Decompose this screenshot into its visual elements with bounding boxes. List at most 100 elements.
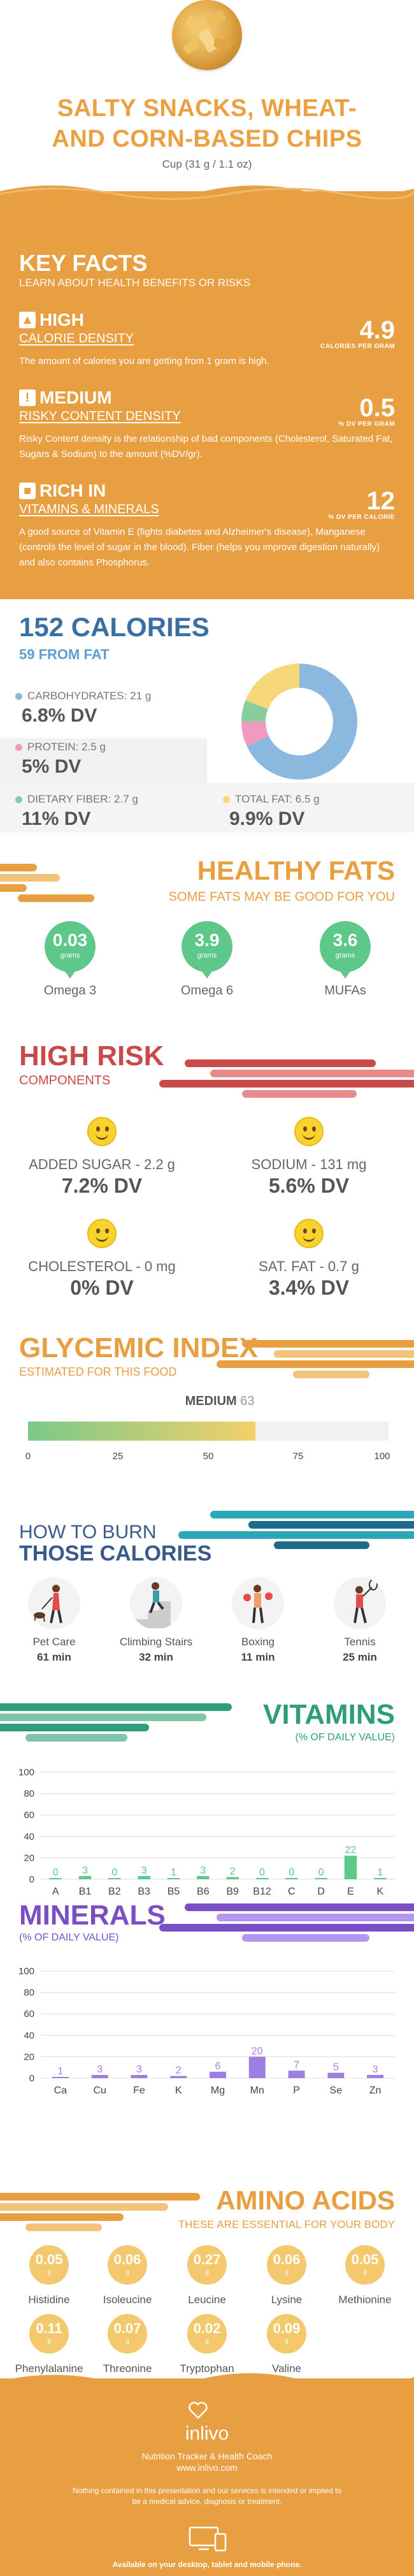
fat-omega-6: 3.9 grams Omega 6 (169, 921, 245, 998)
decor-stripe (217, 1360, 414, 1368)
y-tick-label: 0 (29, 2073, 34, 2084)
footer: inlivo Nutrition Tracker & Health Coach … (0, 2373, 414, 2576)
data-label: 7 (294, 2060, 299, 2070)
footer-disclaimer: Nothing contained in this presentation a… (72, 2486, 342, 2506)
activity-tennis: Tennis 25 min (318, 1577, 401, 1664)
x-tick-label: B6 (197, 1886, 210, 1897)
x-tick-label: A (52, 1886, 59, 1897)
healthy-fats-subtitle: SOME FATS MAY BE GOOD FOR YOU (168, 890, 395, 904)
risk-sodium: SODIUM - 131 mg 5.6% DV (213, 1117, 404, 1198)
y-tick-label: 100 (18, 1966, 34, 1977)
x-tick-label: Ca (54, 2085, 68, 2096)
protein-band (0, 738, 207, 783)
data-label: 0 (53, 1867, 59, 1878)
x-tick-label: K (175, 2085, 182, 2096)
y-tick-label: 20 (24, 1852, 34, 1863)
pet-care-icon (28, 1577, 80, 1629)
x-tick-label: B2 (108, 1886, 121, 1897)
decor-stripe (0, 2213, 124, 2221)
bar (285, 1878, 298, 1879)
activity-climbing-stairs: Climbing Stairs 32 min (115, 1577, 197, 1664)
decor-stripe (18, 894, 94, 902)
bar (210, 2071, 226, 2078)
decor-stripe (178, 1531, 414, 1539)
glycemic-tick: 0 (25, 1451, 31, 1462)
bar (167, 1878, 180, 1879)
key-facts-subtitle: LEARN ABOUT HEALTH BENEFITS OR RISKS (19, 277, 251, 289)
healthy-fats-title: HEALTHY FATS (197, 855, 395, 885)
key-fact-risky-content: ! MEDIUM RISKY CONTENT DENSITY Risky Cont… (19, 388, 395, 462)
smile-icon (87, 1117, 117, 1146)
data-label: 6 (215, 2061, 221, 2072)
x-tick-label: P (293, 2085, 300, 2096)
key-fact-label: CALORIE DENSITY (19, 331, 134, 346)
high-risk-title: HIGH RISK (19, 1040, 164, 1072)
key-fact-calorie-density: ▲ HIGH CALORIE DENSITY The amount of calo… (19, 310, 395, 369)
bar (367, 2074, 384, 2078)
data-label: 3 (97, 2064, 103, 2075)
key-facts-section: KEY FACTS LEARN ABOUT HEALTH BENEFITS OR… (0, 186, 414, 599)
x-tick-label: Mg (211, 2085, 225, 2096)
nutrient-total-fat: TOTAL FAT: 6.5 g 9.9% DV (223, 793, 320, 830)
amino-acids-title: AMINO ACIDS (216, 2185, 395, 2215)
amino-lysine: 0.06 g Lysine (248, 2245, 325, 2306)
decor-stripe (0, 884, 27, 892)
warning-icon: ! (19, 389, 36, 406)
legend-dot (15, 692, 22, 700)
amino-histidine: 0.05 g Histidine (11, 2245, 87, 2306)
data-label: 1 (377, 1867, 383, 1878)
data-label: 3 (82, 1865, 88, 1876)
decor-stripe (25, 1734, 127, 1742)
amino-tryptophan: 0.02 g Tryptophan (169, 2314, 245, 2375)
data-label: 3 (200, 1865, 206, 1876)
x-tick-label: K (376, 1886, 383, 1897)
bar (374, 1878, 387, 1879)
tennis-icon (334, 1577, 386, 1629)
data-label: 0 (259, 1867, 265, 1878)
snack-photo (172, 0, 242, 70)
y-tick-label: 40 (24, 2030, 34, 2041)
nutrient-carbohydrates: CARBOHYDRATES: 21 g 6.8% DV (15, 690, 151, 727)
risk-sat-fat: SAT. FAT - 0.7 g 3.4% DV (213, 1219, 404, 1300)
data-label: 1 (171, 1867, 176, 1878)
glycemic-subtitle: ESTIMATED FOR THIS FOOD (19, 1365, 177, 1378)
key-fact-label: VITAMINS & MINERALS (19, 502, 159, 516)
bar (197, 1875, 210, 1879)
decor-stripe (210, 1070, 414, 1077)
decor-stripe (242, 1090, 357, 1098)
x-tick-label: B5 (168, 1886, 180, 1897)
data-label: 3 (373, 2064, 378, 2075)
x-tick-label: C (288, 1886, 296, 1897)
decor-stripe (248, 1521, 414, 1529)
footer-url[interactable]: www.inlivo.com (176, 2463, 238, 2473)
key-fact-level: HIGH (39, 310, 84, 330)
y-tick-label: 80 (24, 1789, 34, 1800)
data-label: 22 (345, 1845, 357, 1856)
legend-dot (15, 743, 22, 751)
bar (344, 1856, 357, 1879)
activity-pet-care: Pet Care 61 min (13, 1577, 96, 1664)
vitamins-title: VITAMINS (263, 1699, 395, 1730)
bar (131, 2074, 148, 2078)
decor-stripe (0, 874, 60, 882)
activity-boxing: Boxing 11 min (217, 1577, 299, 1664)
key-fact-description: The amount of calories you are getting f… (19, 356, 269, 367)
legend-dot (15, 796, 22, 803)
bar (138, 1875, 150, 1879)
burn-title-strong: THOSE CALORIES (19, 1541, 212, 1566)
stairs-icon (130, 1577, 182, 1629)
minerals-subtitle: (% OF DAILY VALUE) (19, 1932, 119, 1943)
decor-stripe (185, 1903, 414, 1911)
data-label: 0 (111, 1867, 117, 1878)
risk-added-sugar: ADDED SUGAR - 2.2 g 7.2% DV (6, 1117, 197, 1198)
data-label: 5 (333, 2062, 339, 2073)
decor-stripe (159, 1924, 414, 1932)
x-tick-label: Se (330, 2085, 343, 2096)
risk-cholesterol: CHOLESTEROL - 0 mg 0% DV (6, 1219, 197, 1300)
data-label: 1 (57, 2066, 63, 2077)
donut-slice (241, 664, 357, 780)
vitamins-bar-chart: 0 20 40 60 80 100 0 A 3 B1 0 B2 3 B3 1 B5 3 B6 2 B9 0 B12 0 C 0 D… (18, 1767, 395, 1897)
key-fact-description: Risky Content density is the relationshi… (19, 433, 393, 460)
decor-stripe (159, 1080, 414, 1088)
bar (255, 1878, 269, 1879)
